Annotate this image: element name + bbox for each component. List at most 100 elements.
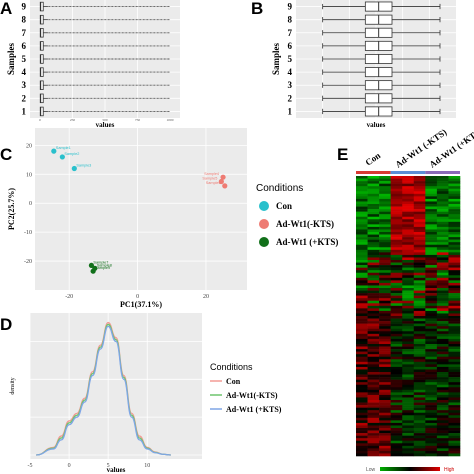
heatmap-cell xyxy=(402,417,415,421)
heatmap-cell xyxy=(402,211,415,215)
heatmap-cell xyxy=(390,310,403,314)
heatmap-cell xyxy=(379,181,391,184)
heatmap-cell xyxy=(390,252,403,256)
heatmap-cell xyxy=(367,369,380,373)
heatmap-cell xyxy=(390,239,403,243)
heatmap-cell xyxy=(390,295,403,299)
heatmap-cell xyxy=(390,224,403,228)
heatmap-cell xyxy=(402,422,415,426)
panel-c-x-axis-label: PC1(37.1%) xyxy=(120,300,162,309)
heatmap-cell xyxy=(367,257,380,261)
heatmap-cell xyxy=(425,176,438,179)
heatmap-cell xyxy=(436,316,449,319)
heatmap-cell xyxy=(390,211,403,215)
panel-b-y-axis-label: Samples xyxy=(271,43,281,76)
heatmap-cell xyxy=(413,188,426,192)
heatmap-cell xyxy=(390,242,403,246)
heatmap-cell xyxy=(379,234,391,238)
heatmap-cell xyxy=(390,392,403,396)
heatmap-cell xyxy=(356,384,368,388)
heatmap-cell xyxy=(402,377,415,380)
heatmap-cell xyxy=(379,346,391,350)
heatmap-cell xyxy=(448,272,461,276)
heatmap-cell xyxy=(448,397,461,401)
heatmap-cell xyxy=(436,188,449,192)
heatmap-cell xyxy=(436,224,449,228)
heatmap-cell xyxy=(390,410,403,414)
panel-c-point-label-sample7: Sample7 xyxy=(93,260,108,264)
heatmap-cell xyxy=(402,234,415,238)
heatmap-cell xyxy=(390,247,403,251)
heatmap-cell xyxy=(436,379,449,383)
heatmap-cell xyxy=(436,407,449,411)
heatmap-cell xyxy=(413,262,426,266)
heatmap-cell xyxy=(425,438,438,442)
heatmap-cell xyxy=(402,430,415,434)
heatmap-cell xyxy=(356,303,368,307)
heatmap-cell xyxy=(367,293,380,296)
heatmap-cell xyxy=(390,193,403,197)
heatmap-cell xyxy=(402,331,415,335)
heatmap-cell xyxy=(402,438,415,442)
heatmap-cell xyxy=(379,247,391,251)
heatmap-cell xyxy=(390,254,403,258)
heatmap-cell xyxy=(413,361,426,365)
heatmap-cell xyxy=(436,438,449,442)
heatmap-cell xyxy=(413,356,426,360)
heatmap-cell xyxy=(390,433,403,436)
heatmap-cell xyxy=(413,204,426,207)
heatmap-cell xyxy=(390,221,403,225)
heatmap-cell xyxy=(356,214,368,218)
heatmap-cell xyxy=(367,372,380,375)
heatmap-cell xyxy=(356,267,368,271)
heatmap-cell xyxy=(402,224,415,228)
heatmap-cell xyxy=(379,305,391,309)
heatmap-cell xyxy=(425,321,438,324)
heatmap-cell xyxy=(367,183,380,187)
heatmap-cell xyxy=(413,405,426,408)
heatmap-cell xyxy=(436,428,449,431)
panel-d-line-kts-plus xyxy=(36,325,171,456)
heatmap-cell xyxy=(367,364,380,368)
heatmap-cell xyxy=(425,405,438,408)
heatmap-cell xyxy=(402,359,415,363)
heatmap-cell xyxy=(390,425,403,429)
heatmap-cell xyxy=(436,201,449,205)
heatmap-cell xyxy=(379,244,391,248)
heatmap-cell xyxy=(413,300,426,304)
heatmap-cell xyxy=(356,356,368,360)
heatmap-cell xyxy=(390,450,403,454)
heatmap-cell xyxy=(379,326,391,330)
heatmap-cell xyxy=(425,272,438,276)
heatmap-cell xyxy=(379,354,391,358)
heatmap-cell xyxy=(379,224,391,228)
heatmap-cell xyxy=(425,382,438,386)
heatmap-cell xyxy=(402,402,415,406)
heatmap-cell xyxy=(448,417,461,421)
heatmap-cell xyxy=(436,341,449,345)
heatmap-cell xyxy=(425,216,438,220)
heatmap-cell xyxy=(356,428,368,431)
heatmap-cell xyxy=(436,397,449,401)
heatmap-cell xyxy=(425,290,438,294)
heatmap-cell xyxy=(356,323,368,327)
heatmap-cell xyxy=(379,453,391,457)
heatmap-cell xyxy=(356,293,368,296)
heatmap-cell xyxy=(402,428,415,431)
heatmap-cell xyxy=(448,237,461,240)
heatmap-cell xyxy=(436,328,449,332)
heatmap-cell xyxy=(436,237,449,240)
heatmap-cell xyxy=(356,206,368,210)
heatmap-cell xyxy=(367,402,380,406)
panel-d-legend-title: Conditions xyxy=(210,362,253,372)
heatmap-cell xyxy=(448,183,461,187)
heatmap-cell xyxy=(448,323,461,327)
heatmap-cell xyxy=(356,410,368,414)
heatmap-cell xyxy=(448,298,461,302)
heatmap-cell xyxy=(425,450,438,454)
heatmap-cell xyxy=(448,384,461,388)
heatmap-cell xyxy=(425,331,438,335)
heatmap-cell xyxy=(413,366,426,370)
heatmap-cell xyxy=(448,234,461,238)
heatmap-cell xyxy=(379,316,391,319)
